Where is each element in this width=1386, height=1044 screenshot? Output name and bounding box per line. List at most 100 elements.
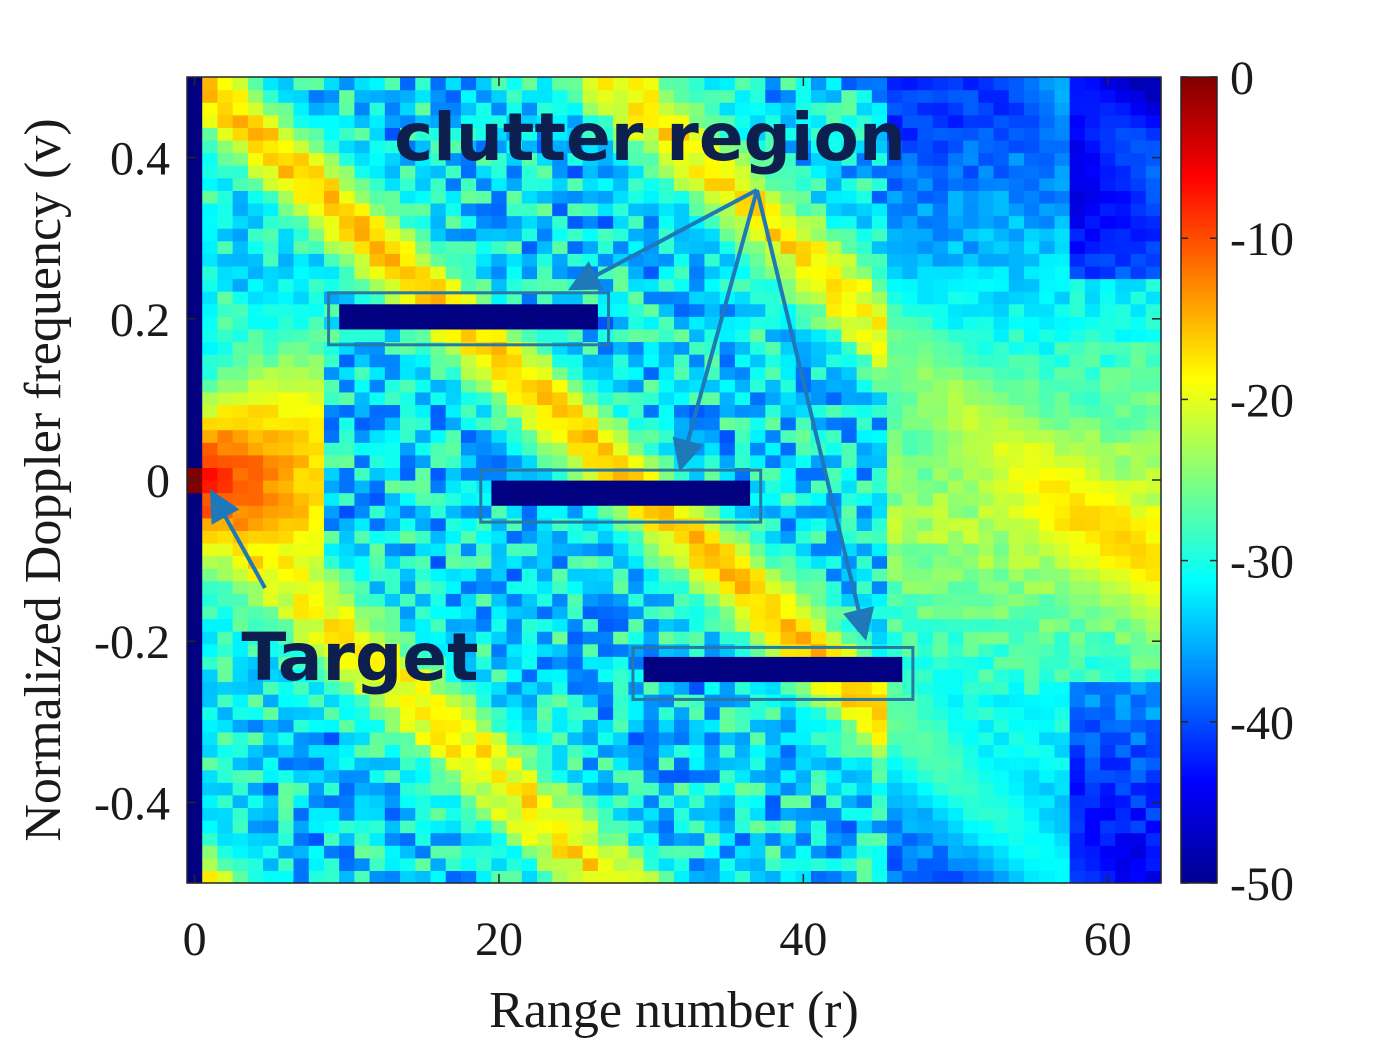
- heatmap-cell: [871, 316, 888, 330]
- heatmap-cell: [780, 706, 797, 720]
- heatmap-cell: [506, 668, 523, 683]
- heatmap-cell: [552, 694, 569, 708]
- heatmap-cell: [887, 857, 903, 871]
- heatmap-cell: [978, 668, 995, 683]
- heatmap-cell: [689, 165, 706, 179]
- heatmap-cell: [932, 681, 949, 695]
- heatmap-cell: [323, 253, 340, 267]
- heatmap-cell: [887, 190, 903, 204]
- heatmap-cell: [597, 316, 614, 330]
- heatmap-cell: [1008, 580, 1025, 594]
- heatmap-cell: [674, 278, 690, 292]
- heatmap-cell: [658, 253, 675, 267]
- heatmap-cell: [902, 681, 919, 695]
- heatmap-cell: [323, 442, 340, 456]
- heatmap-cell: [734, 89, 751, 103]
- heatmap-cell: [963, 694, 979, 708]
- heatmap-cell: [369, 165, 386, 179]
- heatmap-cell: [1024, 593, 1040, 607]
- heatmap-cell: [400, 177, 416, 191]
- heatmap-cell: [795, 404, 812, 418]
- heatmap-cell: [613, 366, 629, 380]
- heatmap-cell: [963, 668, 979, 683]
- heatmap-cell: [917, 89, 934, 103]
- heatmap-cell: [323, 177, 340, 191]
- heatmap-cell: [460, 328, 477, 343]
- heatmap-cell: [521, 681, 538, 695]
- heatmap-cell: [643, 291, 660, 305]
- heatmap-cell: [902, 731, 919, 746]
- heatmap-cell: [1100, 832, 1116, 846]
- heatmap-cell: [445, 832, 462, 846]
- heatmap-cell: [384, 757, 401, 771]
- heatmap-cell: [400, 555, 416, 569]
- heatmap-cell: [339, 102, 356, 116]
- heatmap-cell: [323, 152, 340, 166]
- heatmap-cell: [445, 555, 462, 569]
- heatmap-cell: [597, 744, 614, 758]
- heatmap-cell: [780, 656, 797, 670]
- heatmap-cell: [674, 354, 690, 368]
- heatmap-cell: [1084, 492, 1101, 506]
- heatmap-cell: [628, 404, 645, 418]
- heatmap-cell: [613, 127, 629, 141]
- heatmap-cell: [1008, 605, 1025, 620]
- heatmap-cell: [1100, 89, 1116, 103]
- heatmap-cell: [780, 228, 797, 242]
- heatmap-cell: [1084, 593, 1101, 607]
- heatmap-cell: [506, 404, 523, 418]
- heatmap-cell: [460, 89, 477, 103]
- heatmap-cell: [810, 215, 827, 229]
- heatmap-cell: [354, 807, 371, 821]
- heatmap-cell: [689, 240, 706, 254]
- heatmap-cell: [1054, 568, 1071, 582]
- heatmap-cell: [689, 177, 706, 191]
- heatmap-cell: [734, 165, 751, 179]
- heatmap-cell: [1100, 291, 1116, 305]
- colorbar-tick-label: -20: [1230, 374, 1294, 427]
- heatmap-cell: [278, 177, 295, 191]
- heatmap-cell: [917, 505, 934, 519]
- heatmap-cell: [1024, 542, 1040, 557]
- heatmap-cell: [537, 593, 553, 607]
- heatmap-cell: [993, 769, 1010, 783]
- heatmap-cell: [947, 870, 964, 884]
- heatmap-cell: [187, 240, 203, 254]
- heatmap-cell: [1054, 857, 1071, 871]
- heatmap-cell: [1039, 857, 1056, 871]
- heatmap-cell: [658, 177, 675, 191]
- heatmap-cell: [339, 845, 356, 859]
- heatmap-cell: [704, 404, 721, 418]
- clutter-region-arrow: [568, 188, 758, 291]
- heatmap-cell: [369, 794, 386, 809]
- heatmap-cell: [1115, 316, 1132, 330]
- heatmap-cell: [871, 114, 888, 128]
- heatmap-cell: [567, 228, 584, 242]
- heatmap-cell: [323, 77, 340, 91]
- heatmap-cell: [202, 542, 219, 557]
- heatmap-cell: [430, 668, 447, 683]
- heatmap-cell: [1145, 857, 1162, 871]
- heatmap-cell: [476, 228, 492, 242]
- heatmap-cell: [963, 794, 979, 809]
- heatmap-cell: [552, 139, 569, 154]
- heatmap-cell: [613, 190, 629, 204]
- heatmap-cell: [597, 618, 614, 632]
- heatmap-cell: [887, 291, 903, 305]
- heatmap-cell: [263, 102, 279, 116]
- heatmap-cell: [993, 517, 1010, 531]
- heatmap-cell: [567, 303, 584, 317]
- heatmap-cell: [1024, 794, 1040, 809]
- heatmap-cell: [384, 731, 401, 746]
- heatmap-cell: [1084, 316, 1101, 330]
- heatmap-cell: [810, 668, 827, 683]
- heatmap-cell: [400, 139, 416, 154]
- heatmap-cell: [567, 442, 584, 456]
- heatmap-cell: [1100, 165, 1116, 179]
- heatmap-cell: [963, 291, 979, 305]
- heatmap-cell: [613, 454, 629, 468]
- heatmap-cell: [993, 228, 1010, 242]
- heatmap-cell: [810, 127, 827, 141]
- heatmap-cell: [689, 605, 706, 620]
- heatmap-cell: [582, 542, 599, 557]
